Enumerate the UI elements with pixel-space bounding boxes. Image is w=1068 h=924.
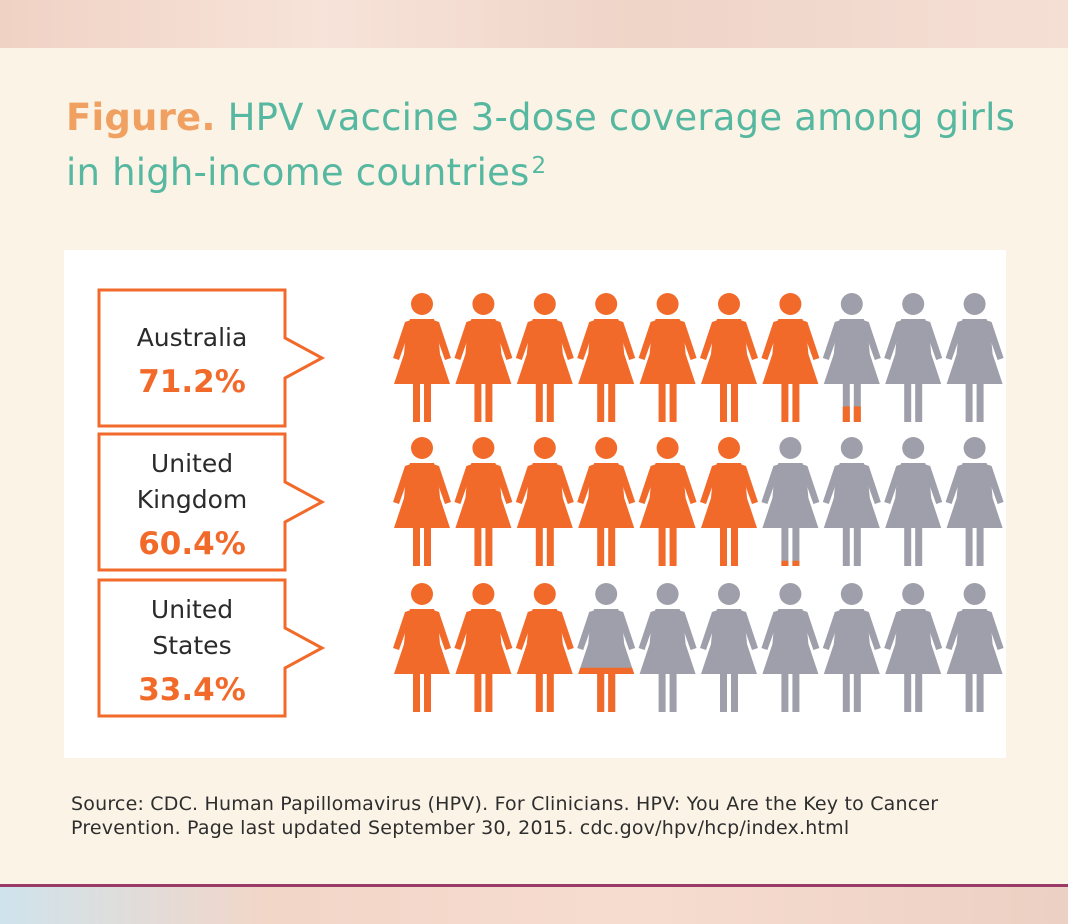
girl-figure-icon bbox=[945, 293, 1004, 422]
figure-title-text: HPV vaccine 3-dose coverage among girls … bbox=[66, 96, 1016, 194]
country-label: United bbox=[151, 449, 233, 478]
girl-figure-icon bbox=[822, 583, 881, 712]
girl-figure-icon bbox=[945, 437, 1004, 566]
country-label-box bbox=[97, 288, 326, 428]
country-row: Australia 71.2% bbox=[97, 288, 1004, 428]
girl-figure-icon bbox=[577, 437, 636, 566]
girl-figure-icon bbox=[700, 437, 758, 566]
figure-title-footnote: 2 bbox=[531, 153, 547, 179]
girl-figure-icon bbox=[884, 583, 943, 712]
girl-figure-icon bbox=[761, 437, 820, 566]
girl-figure-icon bbox=[700, 293, 758, 422]
girl-figure-icon bbox=[577, 293, 636, 422]
country-label: States bbox=[152, 631, 231, 660]
girl-figure-icon bbox=[822, 437, 881, 566]
partial-fill bbox=[842, 406, 861, 422]
girl-figure-icon bbox=[393, 583, 451, 712]
girl-figure-icon bbox=[700, 583, 758, 712]
girl-figure-icon bbox=[884, 437, 943, 566]
figure-title: Figure. HPV vaccine 3-dose coverage among… bbox=[66, 94, 1026, 197]
girl-figure-icon bbox=[638, 293, 697, 422]
girl-figure-icon bbox=[884, 293, 943, 422]
girl-figure-icon bbox=[638, 437, 697, 566]
partial-fill bbox=[781, 560, 800, 566]
country-row: United Kingdom 60.4% bbox=[97, 432, 1004, 572]
coverage-value-label: 33.4% bbox=[138, 672, 246, 708]
country-row: United States 33.4% bbox=[97, 578, 1004, 718]
partial-fill bbox=[578, 667, 635, 712]
figure-label: Figure. bbox=[66, 96, 216, 139]
bottom-background-strip bbox=[0, 887, 1068, 924]
country-label: United bbox=[151, 595, 233, 624]
girl-figure-icon bbox=[393, 293, 451, 422]
source-citation: Source: CDC. Human Papillomavirus (HPV).… bbox=[71, 793, 939, 839]
country-label: Australia bbox=[137, 323, 248, 352]
girl-figure-icon bbox=[454, 583, 513, 712]
girl-figure-icon bbox=[454, 293, 513, 422]
top-background-strip bbox=[0, 0, 1068, 48]
girl-figure-icon bbox=[515, 437, 574, 566]
girl-figure-icon bbox=[638, 583, 697, 712]
country-label: Kingdom bbox=[137, 485, 248, 514]
bottom-divider bbox=[0, 884, 1068, 887]
girl-figure-icon bbox=[515, 293, 574, 422]
girl-figure-icon bbox=[515, 583, 574, 712]
pictograph-chart: Australia 71.2% United Kingdom 60.4% United St… bbox=[97, 288, 1004, 718]
coverage-value-label: 71.2% bbox=[138, 364, 246, 400]
girl-figure-icon bbox=[454, 437, 513, 566]
girl-figure-icon bbox=[761, 583, 820, 712]
coverage-value-label: 60.4% bbox=[138, 526, 246, 562]
girl-figure-icon bbox=[822, 293, 881, 422]
country-label-box bbox=[97, 432, 326, 572]
girl-figure-icon bbox=[945, 583, 1004, 712]
country-label-box bbox=[97, 578, 326, 718]
girl-figure-icon bbox=[577, 583, 636, 712]
pictograph-card: Australia 71.2% United Kingdom 60.4% United St… bbox=[64, 250, 1006, 758]
girl-figure-icon bbox=[393, 437, 451, 566]
girl-figure-icon bbox=[761, 293, 820, 422]
